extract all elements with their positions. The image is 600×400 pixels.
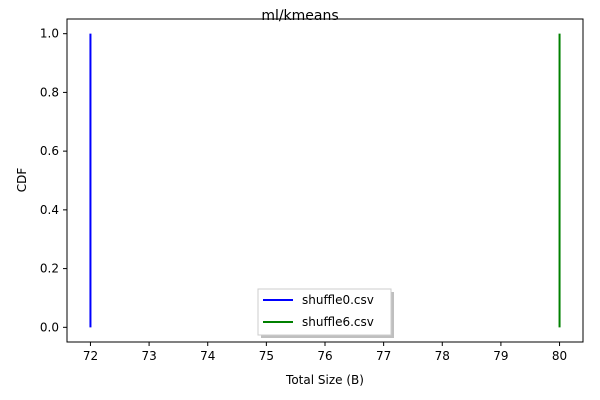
- legend: shuffle0.csv shuffle6.csv: [257, 288, 394, 338]
- y-tick-label: 0.6: [40, 144, 59, 158]
- legend-label-1: shuffle6.csv: [302, 315, 374, 329]
- plot-frame: [66, 18, 584, 343]
- legend-label-0: shuffle0.csv: [302, 293, 374, 307]
- y-axis-label: CDF: [15, 168, 29, 193]
- chart-title: ml/kmeans: [261, 8, 338, 24]
- x-tick-label: 73: [141, 349, 156, 363]
- legend-entries: shuffle0.csv shuffle6.csv: [263, 293, 374, 329]
- y-tick-label: 0.8: [40, 85, 59, 99]
- axis-ticks: 72 73 74 75 76 77 78 79 80 0.0 0.2 0.4 0.6 0.8 1.0: [40, 27, 567, 363]
- x-tick-label: 78: [435, 349, 450, 363]
- x-tick-label: 79: [493, 349, 508, 363]
- x-tick-label: 75: [259, 349, 274, 363]
- y-tick-label: 0.4: [40, 203, 59, 217]
- legend-box: [257, 288, 392, 336]
- y-tick-label: 0.0: [40, 320, 59, 334]
- x-tick-label: 80: [552, 349, 567, 363]
- y-tick-label: 0.2: [40, 262, 59, 276]
- x-axis-label: Total Size (B): [285, 373, 364, 387]
- x-tick-label: 77: [376, 349, 391, 363]
- y-tick-label: 1.0: [40, 27, 59, 41]
- plot-area: [89, 33, 561, 328]
- x-tick-label: 76: [317, 349, 332, 363]
- x-tick-label: 74: [200, 349, 215, 363]
- x-tick-label: 72: [83, 349, 98, 363]
